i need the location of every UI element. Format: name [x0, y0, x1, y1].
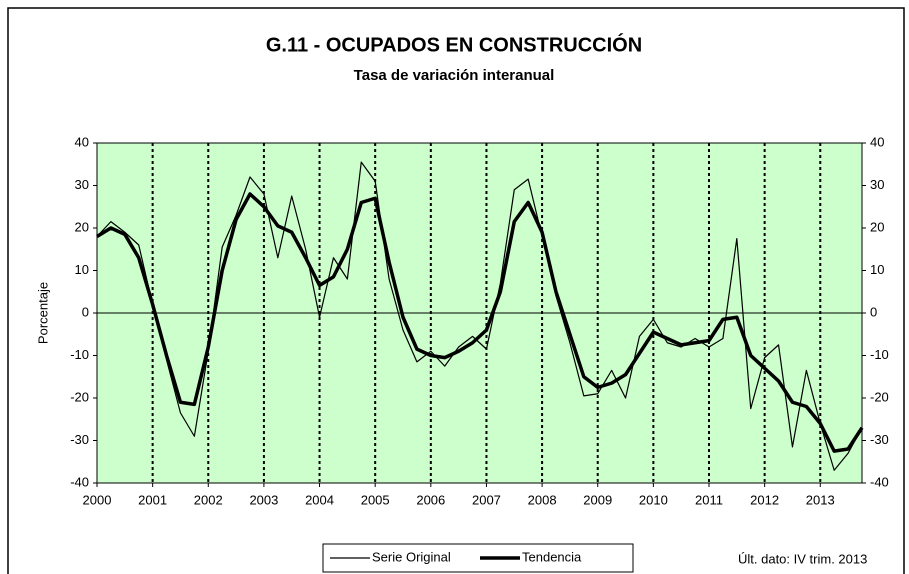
legend-label: Tendencia — [522, 549, 582, 564]
x-tick-label: 2006 — [416, 492, 445, 507]
series-line — [96, 161, 863, 471]
y-axis-label: Porcentaje — [35, 282, 50, 344]
legend-label: Serie Original — [372, 549, 451, 564]
x-tick-label: 2009 — [583, 492, 612, 507]
y-tick-label: 10 — [75, 262, 89, 277]
y-tick-label: 30 — [75, 177, 89, 192]
x-tick-label: 2004 — [305, 492, 334, 507]
chart-title: G.11 - OCUPADOS EN CONSTRUCCIÓN — [266, 32, 642, 56]
x-tick-label: 2013 — [806, 492, 835, 507]
y2-tick-label: -10 — [870, 347, 889, 362]
y-tick-label: -10 — [70, 347, 89, 362]
y2-tick-label: -20 — [870, 389, 889, 404]
x-tick-label: 2008 — [528, 492, 557, 507]
x-tick-label: 2001 — [138, 492, 167, 507]
legend-box — [322, 543, 634, 573]
y-tick-label: -40 — [70, 474, 89, 489]
series-line — [96, 192, 864, 453]
x-tick-label: 2010 — [639, 492, 668, 507]
x-tick-label: 2000 — [83, 492, 112, 507]
y-tick-label: 0 — [82, 304, 89, 319]
annotation: Últ. dato: IV trim. 2013 — [738, 551, 867, 566]
y2-tick-label: 0 — [870, 304, 877, 319]
chart-subtitle: Tasa de variación interanual — [354, 67, 555, 84]
y-tick-label: 20 — [75, 219, 89, 234]
x-tick-label: 2005 — [361, 492, 390, 507]
x-tick-label: 2003 — [249, 492, 278, 507]
y-tick-label: 40 — [75, 134, 89, 149]
x-tick-label: 2011 — [695, 492, 723, 507]
y2-tick-label: 30 — [870, 177, 884, 192]
y2-tick-label: -30 — [870, 432, 889, 447]
x-tick-label: 2012 — [750, 492, 779, 507]
y2-tick-label: 20 — [870, 219, 884, 234]
y-tick-label: -20 — [70, 389, 89, 404]
y-tick-label: -30 — [70, 432, 89, 447]
y2-tick-label: -40 — [870, 474, 889, 489]
y2-tick-label: 40 — [870, 134, 884, 149]
x-tick-label: 2007 — [472, 492, 501, 507]
x-tick-label: 2002 — [194, 492, 223, 507]
y2-tick-label: 10 — [870, 262, 884, 277]
